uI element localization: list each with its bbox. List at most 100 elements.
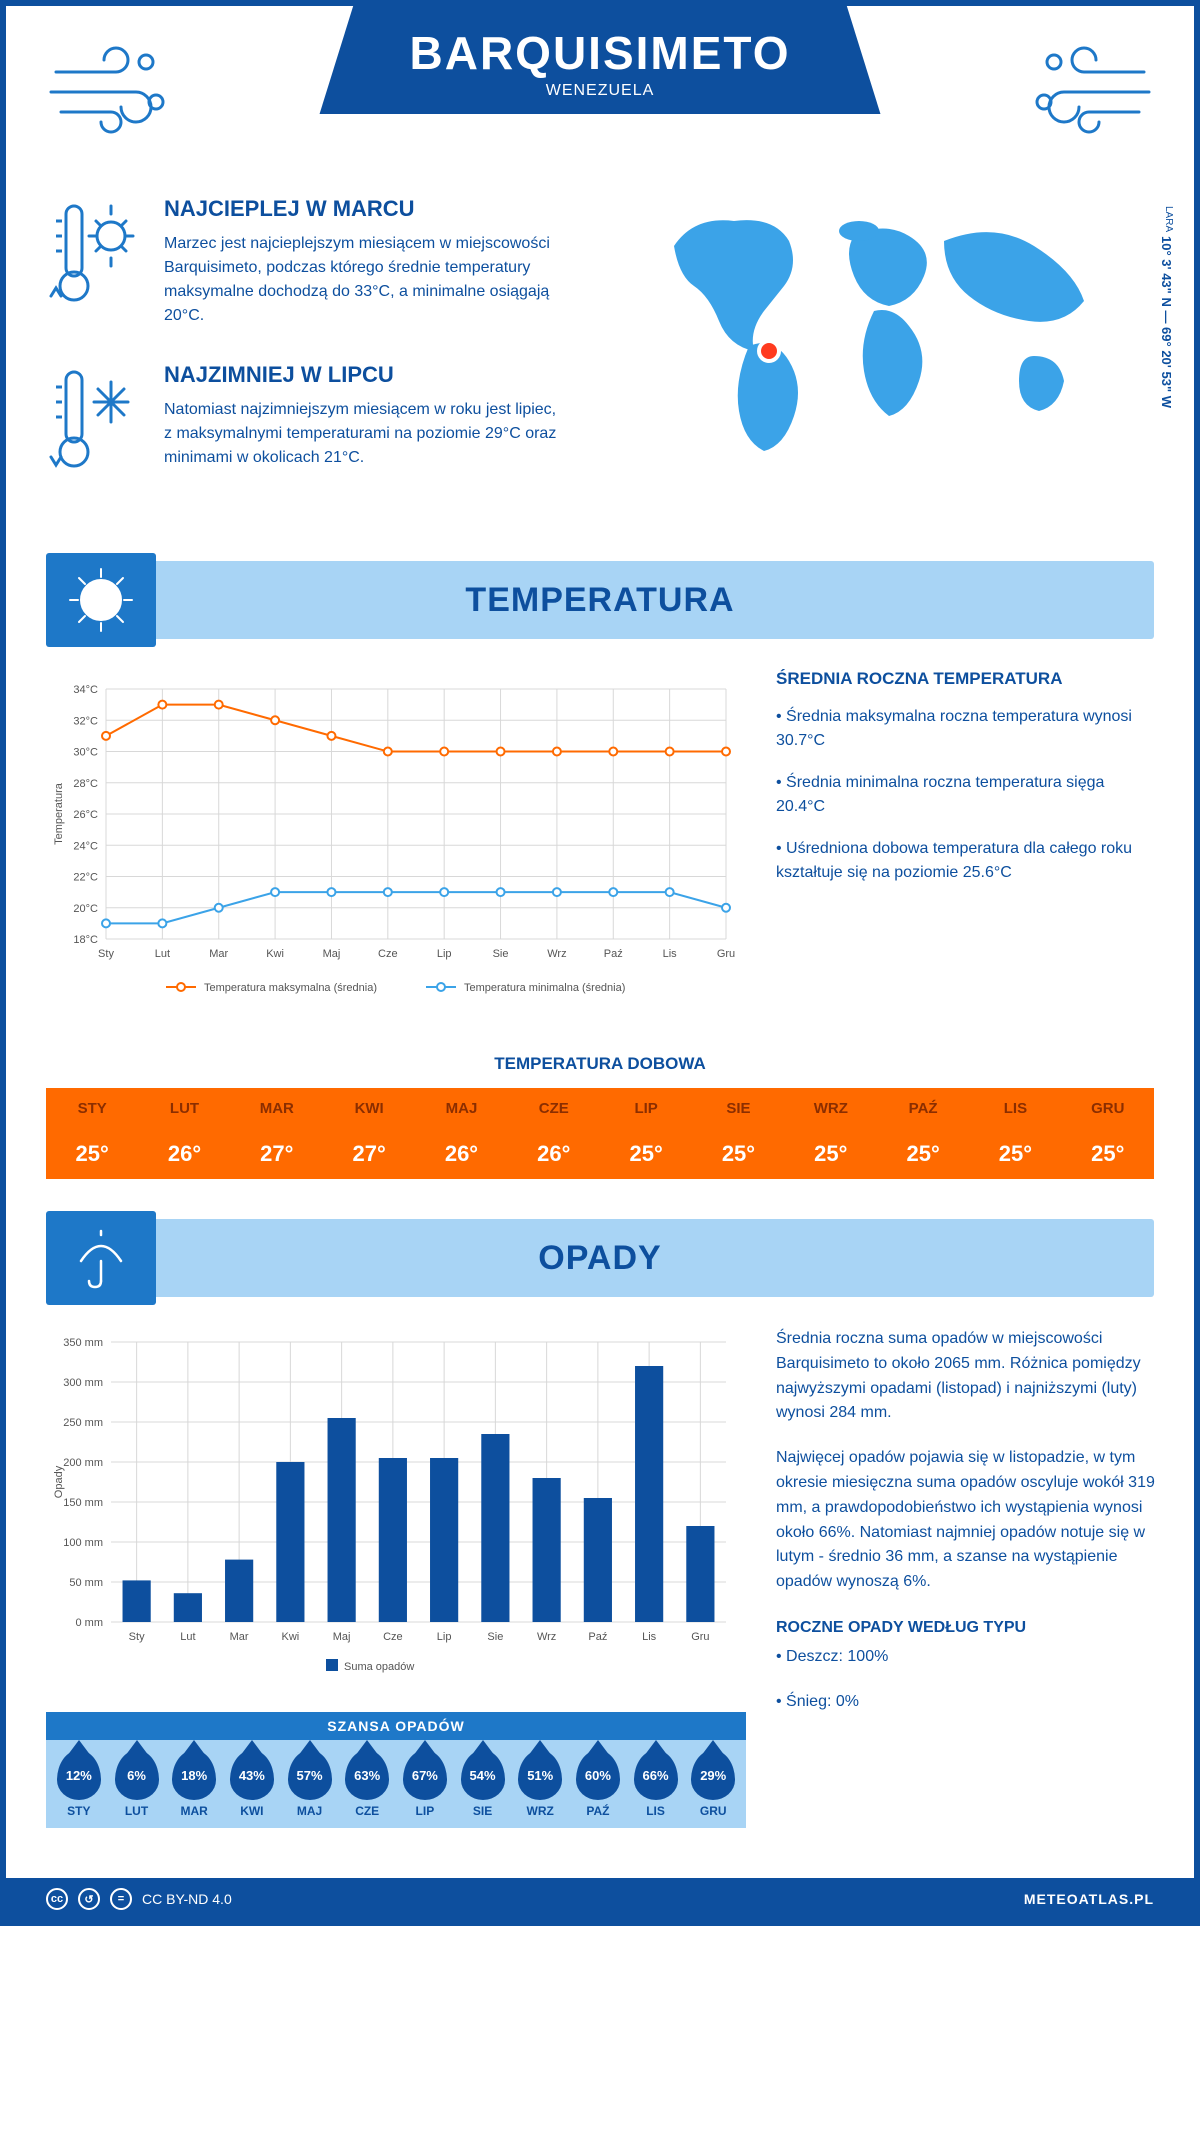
temp-stat-1: • Średnia minimalna roczna temperatura s… xyxy=(776,771,1156,819)
chance-month: SIE xyxy=(454,1804,512,1818)
chance-month: MAJ xyxy=(281,1804,339,1818)
chance-cell: 12% STY xyxy=(50,1750,108,1818)
daily-month: SIE xyxy=(692,1088,784,1129)
city-title: BARQUISIMETO xyxy=(410,26,791,80)
svg-text:Kwi: Kwi xyxy=(266,948,284,960)
daily-value: 27° xyxy=(231,1129,323,1179)
svg-text:300 mm: 300 mm xyxy=(63,1377,103,1389)
license-text: CC BY-ND 4.0 xyxy=(142,1891,232,1907)
precip-type-0: • Deszcz: 100% xyxy=(776,1645,1156,1670)
svg-text:22°C: 22°C xyxy=(73,872,98,884)
temp-title: TEMPERATURA xyxy=(465,581,734,620)
chance-month: MAR xyxy=(165,1804,223,1818)
svg-text:Opady: Opady xyxy=(53,1465,65,1498)
daily-value: 25° xyxy=(785,1129,877,1179)
precip-type-title: ROCZNE OPADY WEDŁUG TYPU xyxy=(776,1619,1156,1637)
svg-text:0 mm: 0 mm xyxy=(76,1617,104,1629)
chance-month: KWI xyxy=(223,1804,281,1818)
daily-month: GRU xyxy=(1062,1088,1154,1129)
thermometer-cold-icon xyxy=(46,362,146,487)
country-subtitle: WENEZUELA xyxy=(410,82,791,100)
svg-text:Sie: Sie xyxy=(487,1631,503,1643)
svg-text:Sty: Sty xyxy=(129,1631,145,1643)
drop-icon: 43% xyxy=(230,1750,274,1800)
cold-text: NAJZIMNIEJ W LIPCU Natomiast najzimniejs… xyxy=(164,362,564,487)
svg-text:Kwi: Kwi xyxy=(282,1631,300,1643)
chance-cell: 67% LIP xyxy=(396,1750,454,1818)
svg-text:Temperatura: Temperatura xyxy=(53,782,65,845)
svg-text:Wrz: Wrz xyxy=(547,948,566,960)
chance-cell: 6% LUT xyxy=(108,1750,166,1818)
svg-text:18°C: 18°C xyxy=(73,934,98,946)
daily-month: MAR xyxy=(231,1088,323,1129)
temp-section-header: TEMPERATURA xyxy=(46,561,1154,639)
hot-title: NAJCIEPLEJ W MARCU xyxy=(164,196,564,222)
drop-icon: 57% xyxy=(288,1750,332,1800)
svg-text:30°C: 30°C xyxy=(73,747,98,759)
sun-icon xyxy=(46,553,156,647)
svg-text:Maj: Maj xyxy=(333,1631,351,1643)
svg-text:32°C: 32°C xyxy=(73,715,98,727)
chance-table: SZANSA OPADÓW 12% STY 6% LUT18%MAR43% KWI 57%… xyxy=(46,1712,746,1828)
hot-desc: Marzec jest najcieplejszym miesiącem w m… xyxy=(164,232,564,328)
umbrella-icon xyxy=(46,1211,156,1305)
daily-month: LUT xyxy=(138,1088,230,1129)
svg-text:34°C: 34°C xyxy=(73,684,98,696)
daily-value: 25° xyxy=(600,1129,692,1179)
chance-cell: 60%PAŹ xyxy=(569,1750,627,1818)
license: cc ↺ = CC BY-ND 4.0 xyxy=(46,1888,232,1910)
daily-value: 25° xyxy=(877,1129,969,1179)
daily-temp-table: STYLUTMARKWIMAJCZELIPSIEWRZPAŹLISGRU 25°… xyxy=(46,1088,1154,1179)
chance-cell: 43% KWI xyxy=(223,1750,281,1818)
svg-text:Sty: Sty xyxy=(98,948,114,960)
daily-month: LIP xyxy=(600,1088,692,1129)
daily-value: 26° xyxy=(508,1129,600,1179)
daily-value: 26° xyxy=(138,1129,230,1179)
chance-month: LIP xyxy=(396,1804,454,1818)
svg-text:50 mm: 50 mm xyxy=(69,1577,103,1589)
chance-month: LUT xyxy=(108,1804,166,1818)
drop-icon: 12% xyxy=(57,1750,101,1800)
svg-text:Lis: Lis xyxy=(642,1631,657,1643)
daily-value: 25° xyxy=(46,1129,138,1179)
precip-type-1: • Śnieg: 0% xyxy=(776,1690,1156,1715)
cc-icon: cc xyxy=(46,1888,68,1910)
info-left: NAJCIEPLEJ W MARCU Marzec jest najcieple… xyxy=(46,196,604,521)
chance-month: STY xyxy=(50,1804,108,1818)
precip-stats: Średnia roczna suma opadów w miejscowośc… xyxy=(776,1327,1156,1828)
svg-text:Lut: Lut xyxy=(155,948,170,960)
precip-title: OPADY xyxy=(538,1239,661,1278)
svg-text:Paź: Paź xyxy=(588,1631,607,1643)
daily-value: 25° xyxy=(969,1129,1061,1179)
svg-text:28°C: 28°C xyxy=(73,778,98,790)
precip-text-2: Najwięcej opadów pojawia się w listopadz… xyxy=(776,1446,1156,1595)
chance-cell: 51%WRZ xyxy=(511,1750,569,1818)
drop-icon: 67% xyxy=(403,1750,447,1800)
temp-row: 18°C20°C22°C24°C26°C28°C30°C32°C34°CStyL… xyxy=(6,669,1194,1034)
svg-text:Sie: Sie xyxy=(493,948,509,960)
svg-text:Lip: Lip xyxy=(437,1631,452,1643)
temp-stat-2: • Uśredniona dobowa temperatura dla całe… xyxy=(776,837,1156,885)
svg-text:Gru: Gru xyxy=(691,1631,709,1643)
svg-text:Lip: Lip xyxy=(437,948,452,960)
chance-month: CZE xyxy=(338,1804,396,1818)
brand: METEOATLAS.PL xyxy=(1024,1891,1154,1907)
drop-icon: 6% xyxy=(115,1750,159,1800)
header: BARQUISIMETO WENEZUELA xyxy=(6,6,1194,196)
daily-month: WRZ xyxy=(785,1088,877,1129)
chance-cell: 54%SIE xyxy=(454,1750,512,1818)
drop-icon: 29% xyxy=(691,1750,735,1800)
svg-text:250 mm: 250 mm xyxy=(63,1417,103,1429)
daily-value: 25° xyxy=(692,1129,784,1179)
temp-stat-0: • Średnia maksymalna roczna temperatura … xyxy=(776,705,1156,753)
chance-cell: 18%MAR xyxy=(165,1750,223,1818)
svg-text:Paź: Paź xyxy=(604,948,623,960)
chance-title: SZANSA OPADÓW xyxy=(46,1712,746,1740)
thermometer-hot-icon xyxy=(46,196,146,328)
cold-month-block: NAJZIMNIEJ W LIPCU Natomiast najzimniejs… xyxy=(46,362,604,487)
drop-icon: 63% xyxy=(345,1750,389,1800)
daily-month: STY xyxy=(46,1088,138,1129)
svg-text:20°C: 20°C xyxy=(73,903,98,915)
svg-text:Suma opadów: Suma opadów xyxy=(344,1661,414,1673)
coordinates: 10° 3' 43" N — 69° 20' 53" W xyxy=(1159,236,1174,408)
